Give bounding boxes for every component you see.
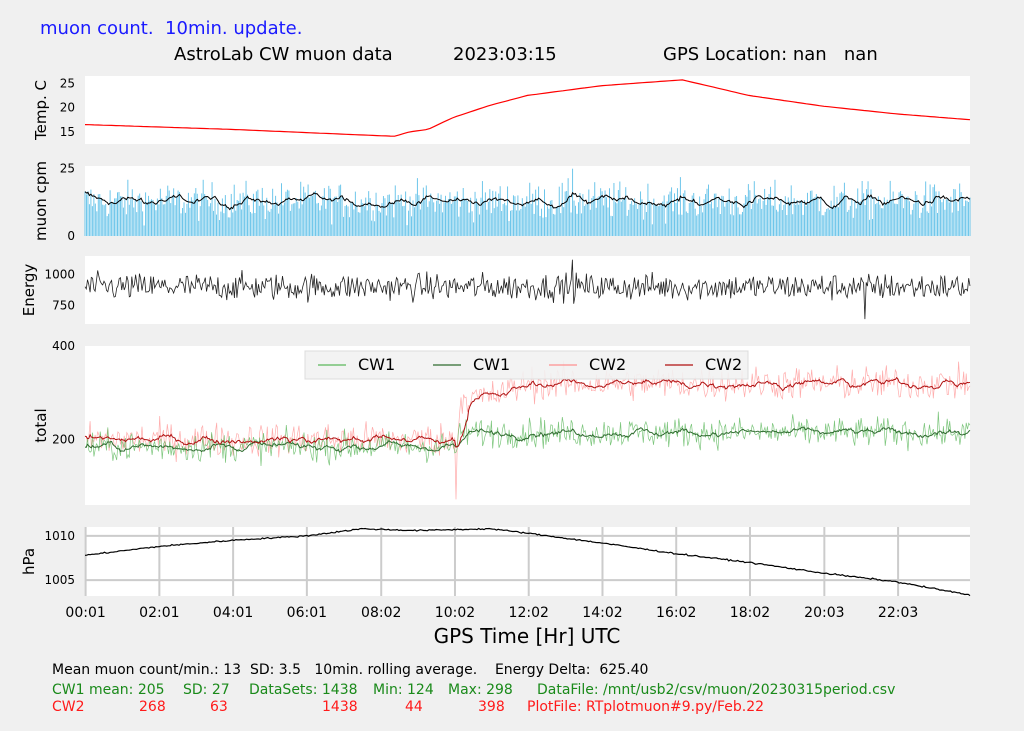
footer-cw1-datasets: DataSets: 1438 <box>249 682 358 698</box>
pressure-grid <box>84 527 970 596</box>
x-tick-label: 04:01 <box>213 605 253 621</box>
y-tick-label: 1005 <box>44 573 75 587</box>
footer-cw2-mean: 268 <box>139 699 166 715</box>
y-tick-label: 750 <box>52 298 75 312</box>
temperature-line <box>84 79 971 137</box>
footer-cw2-min: 44 <box>405 699 423 715</box>
chart-title: AstroLab CW muon data <box>174 44 393 65</box>
y-axis-label: muon cpm <box>32 161 50 241</box>
x-tick-label: 22:03 <box>878 605 918 621</box>
panel-energy: 750 1000 Energy <box>20 256 970 324</box>
x-axis-label: GPS Time [Hr] UTC <box>434 624 621 648</box>
x-tick-label: 06:01 <box>287 605 327 621</box>
plot-area-temp <box>85 76 970 144</box>
footer-cw2-datasets: 1438 <box>322 699 358 715</box>
footer-cw2-sd: 63 <box>210 699 228 715</box>
footer-cw1-mean: CW1 mean: 205 <box>52 682 165 698</box>
x-tick-label: 20:03 <box>804 605 844 621</box>
x-tick-label: 18:02 <box>730 605 770 621</box>
y-tick-label: 0 <box>67 229 75 243</box>
y-tick-label: 15 <box>60 125 75 139</box>
x-tick-label: 14:02 <box>582 605 622 621</box>
footer-cw1-min: Min: 124 <box>373 682 434 698</box>
y-axis-label: Energy <box>20 264 38 317</box>
y-tick-label: 200 <box>52 433 75 447</box>
footer-summary: Mean muon count/min.: 13 SD: 3.5 10min. … <box>52 662 649 678</box>
energy-line <box>84 259 971 320</box>
x-tick-label: 02:01 <box>139 605 179 621</box>
y-axis-label: total <box>32 408 50 442</box>
y-tick-label: 1000 <box>44 268 75 282</box>
footer-plotfile: PlotFile: RTplotmuon#9.py/Feb.22 <box>527 699 765 715</box>
x-tick-label: 00:01 <box>65 605 105 621</box>
y-axis-label: Temp. C <box>32 80 50 141</box>
gps-location: GPS Location: nan nan <box>663 44 878 65</box>
footer-cw2-label: CW2 <box>52 699 85 715</box>
update-note: muon count. 10min. update. <box>40 18 303 39</box>
y-axis-label: hPa <box>20 548 38 575</box>
footer-cw2-max: 398 <box>478 699 505 715</box>
x-tick-label: 10:02 <box>435 605 475 621</box>
muon-rolling-line <box>84 191 971 211</box>
cw1-avg-line <box>84 426 971 453</box>
x-tick-label: 16:02 <box>656 605 696 621</box>
legend-label: CW1 <box>473 355 510 374</box>
y-tick-label: 25 <box>60 76 75 90</box>
plot-area-pressure <box>85 527 970 596</box>
y-tick-label: 25 <box>60 162 75 176</box>
footer-datafile: DataFile: /mnt/usb2/csv/muon/20230315per… <box>537 682 896 698</box>
cw1-raw-line <box>84 411 971 467</box>
legend-label: CW2 <box>705 355 742 374</box>
footer-cw1-max: Max: 298 <box>448 682 513 698</box>
panel-pressure: 1005 1010 hPa <box>20 527 970 596</box>
legend-label: CW2 <box>589 355 626 374</box>
chart-date: 2023:03:15 <box>453 44 557 65</box>
y-tick-label: 1010 <box>44 529 75 543</box>
panel-temp: 15 20 25 Temp. C <box>32 76 970 144</box>
footer-cw1-sd: SD: 27 <box>183 682 230 698</box>
pressure-line <box>84 527 971 597</box>
y-tick-label: 20 <box>60 101 75 115</box>
legend-label: CW1 <box>358 355 395 374</box>
x-tick-label: 08:02 <box>361 605 401 621</box>
x-tick-label: 12:02 <box>509 605 549 621</box>
total-legend: CW1 CW1 CW2 CW2 <box>304 350 749 380</box>
muon-series <box>84 168 971 236</box>
cw2-avg-line <box>84 376 971 448</box>
y-tick-label: 400 <box>52 339 75 353</box>
